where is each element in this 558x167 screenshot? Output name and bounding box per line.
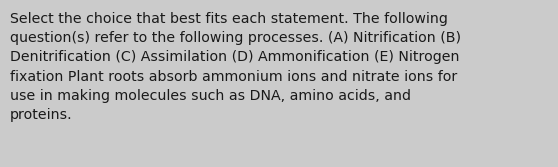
- Text: Select the choice that best fits each statement. The following
question(s) refer: Select the choice that best fits each st…: [10, 12, 461, 122]
